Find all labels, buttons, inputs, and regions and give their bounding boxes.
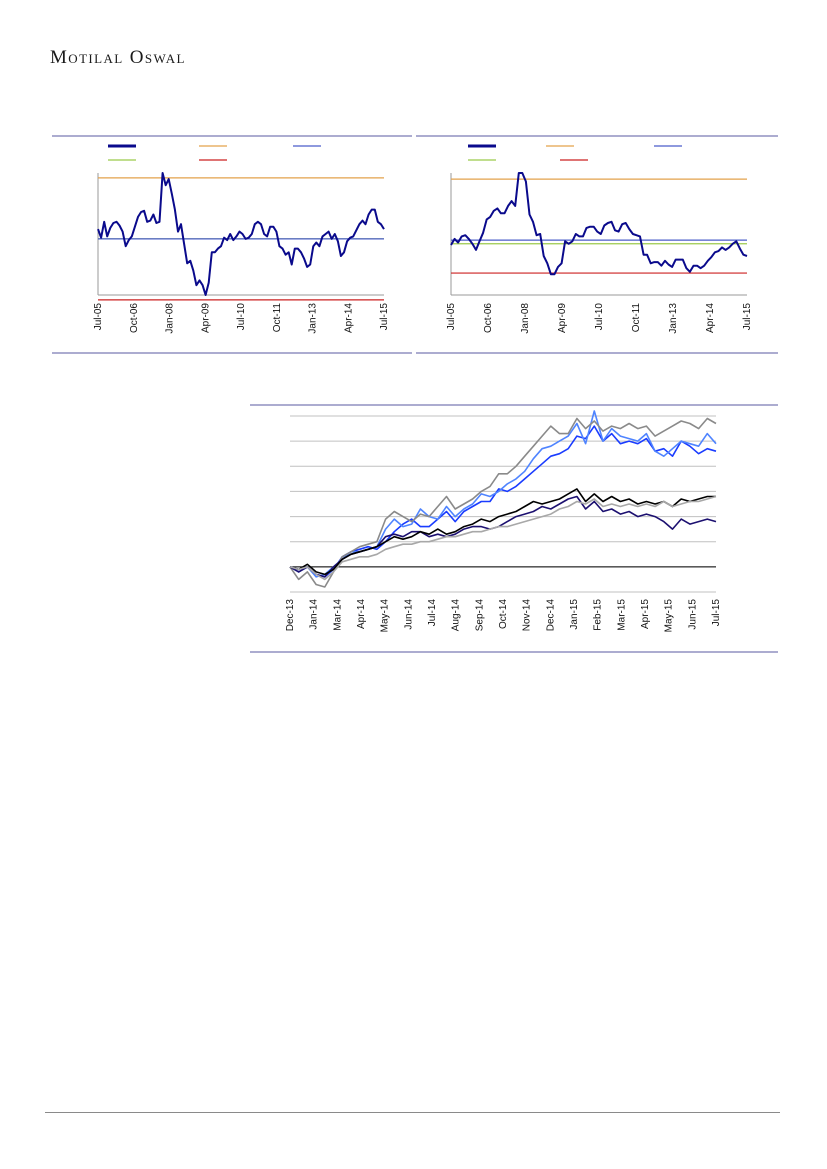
x-tick-label: Apr-14 [343, 303, 354, 333]
x-tick-label: Jul-15 [742, 303, 753, 331]
x-tick-label: Jul-05 [93, 303, 104, 331]
x-tick-label: Mar-15 [616, 599, 627, 631]
x-tick-label: Apr-15 [640, 599, 651, 629]
x-tick-label: Apr-14 [705, 303, 716, 333]
x-tick-label: Jan-13 [668, 303, 679, 334]
x-tick-label: Dec-14 [545, 599, 556, 632]
x-tick-label: May-14 [380, 599, 391, 633]
x-tick-label: Oct-11 [631, 303, 642, 333]
x-tick-label: May-15 [664, 599, 675, 633]
x-tick-label: Oct-11 [272, 303, 283, 333]
series-line-bright_blue [289, 425, 717, 578]
x-tick-label: Apr-09 [557, 303, 568, 333]
x-tick-label: Jan-08 [165, 303, 176, 334]
chart-1: Jul-05 Oct-06 Jan-08 Apr-09 Jul-10 Oct-11 Jan-… [52, 135, 412, 354]
chart-2: Jul-05 Oct-06 Jan-08 Apr-09 Jul-10 Oct-11 Jan-… [416, 135, 778, 354]
x-tick-label: Jan-08 [520, 303, 531, 334]
x-tick-label: Jan-15 [569, 599, 580, 630]
series-line-navy [450, 172, 748, 276]
x-tick-label: Oct-14 [498, 599, 509, 629]
x-tick-label: Nov-14 [522, 599, 533, 632]
x-tick-label: Aug-14 [451, 599, 462, 632]
x-tick-label: Jul-14 [427, 599, 438, 627]
x-tick-label: Dec-13 [285, 599, 296, 632]
chart-panel-3: Dec-13 Jan-14 Mar-14 Apr-14 May-14 Jun-14 Jul-… [250, 402, 778, 654]
x-tick-label: Apr-14 [356, 599, 367, 629]
x-tick-label: Jan-14 [309, 599, 320, 630]
chart-3: Dec-13 Jan-14 Mar-14 Apr-14 May-14 Jun-14 Jul-… [250, 404, 778, 653]
x-tick-label: Jul-10 [594, 303, 605, 331]
series-line-light_blue [289, 410, 717, 578]
x-tick-label: Apr-09 [200, 303, 211, 333]
chart-panel-1: Jul-05 Oct-06 Jan-08 Apr-09 Jul-10 Oct-11 Jan-… [52, 133, 412, 355]
series-line-light_gray [289, 495, 717, 581]
x-tick-label: Jan-13 [308, 303, 319, 334]
x-tick-label: Jul-05 [446, 303, 457, 331]
chart-panel-2: Jul-05 Oct-06 Jan-08 Apr-09 Jul-10 Oct-11 Jan-… [416, 133, 778, 355]
x-tick-label: Jul-15 [711, 599, 722, 627]
series-line-gray [289, 417, 717, 588]
x-tick-label: Jun-15 [687, 599, 698, 630]
series-line-dark_navy [289, 495, 717, 578]
x-tick-label: Jul-15 [379, 303, 390, 331]
series-line-navy [97, 172, 385, 296]
footer-rule [45, 1112, 780, 1113]
x-tick-label: Oct-06 [483, 303, 494, 333]
x-tick-label: Jul-10 [236, 303, 247, 331]
x-tick-label: Mar-14 [332, 599, 343, 631]
brand-logo: Motilal Oswal [50, 47, 186, 68]
x-tick-label: Oct-06 [129, 303, 140, 333]
series-line-black [289, 488, 716, 576]
x-tick-label: Jun-14 [403, 599, 414, 630]
x-tick-label: Feb-15 [593, 599, 604, 631]
x-tick-label: Sep-14 [474, 599, 485, 632]
